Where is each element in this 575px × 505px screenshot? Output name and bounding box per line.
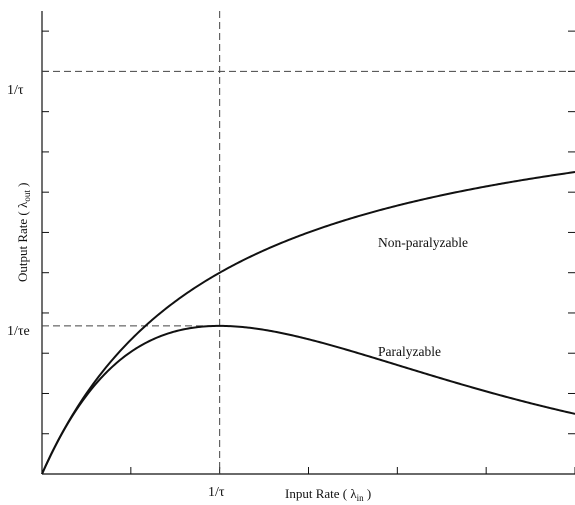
series-line-paralyzable bbox=[41, 324, 575, 475]
series-line-non-paralyzable bbox=[41, 171, 575, 475]
y-axis-label-sub: out bbox=[22, 190, 32, 202]
x-axis-label-main: Input Rate ( λ bbox=[285, 486, 357, 501]
y-axis-label-main: Output Rate ( λ bbox=[15, 201, 30, 282]
ticks bbox=[42, 30, 575, 474]
x-axis-label-sub: in bbox=[357, 493, 365, 503]
curves bbox=[41, 171, 575, 475]
y-axis-label: Output Rate ( λout ) bbox=[15, 183, 32, 282]
series-label-non-paralyzable: Non-paralyzable bbox=[378, 235, 468, 250]
reference-lines bbox=[42, 11, 575, 474]
chart-frame bbox=[41, 11, 575, 475]
series-label-paralyzable: Paralyzable bbox=[378, 344, 441, 359]
y-tick-label-inv-tau-e: 1/τe bbox=[7, 324, 30, 339]
x-axis-label-close: ) bbox=[364, 486, 372, 501]
x-tick-label-inv-tau: 1/τ bbox=[208, 485, 225, 500]
x-axis-label: Input Rate ( λin ) bbox=[285, 486, 371, 503]
y-tick-label-inv-tau: 1/τ bbox=[7, 83, 24, 98]
y-axis-label-close: ) bbox=[15, 183, 30, 191]
